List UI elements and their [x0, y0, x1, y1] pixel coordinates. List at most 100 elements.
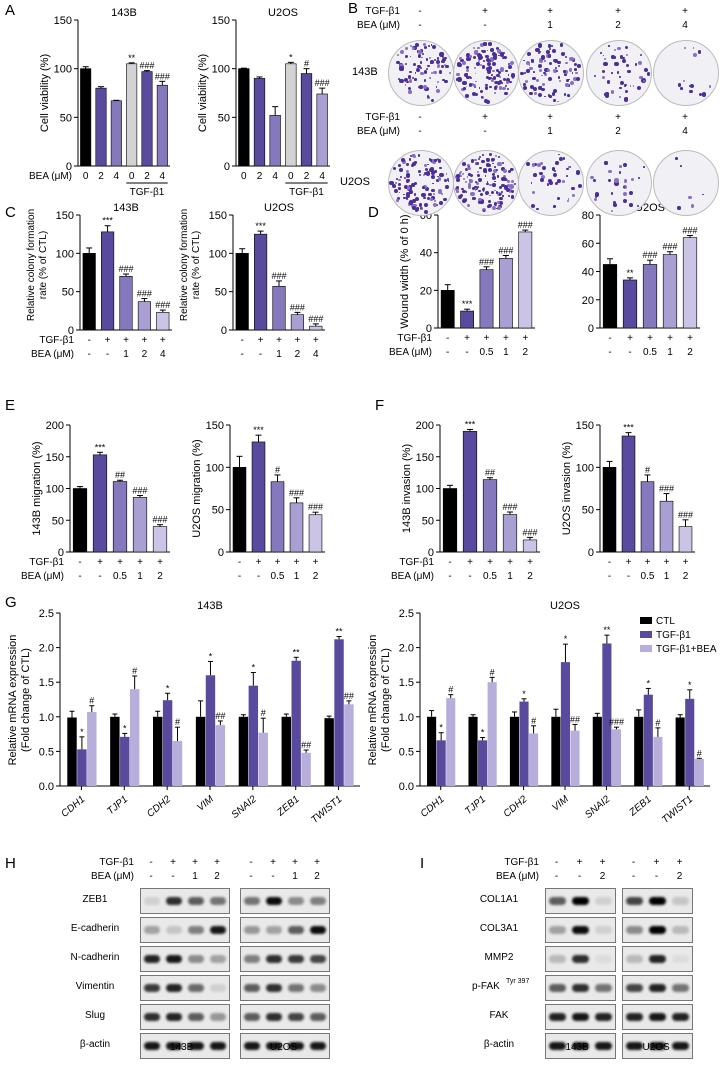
colony	[477, 186, 480, 189]
colony	[595, 193, 598, 196]
colony	[466, 69, 469, 73]
y-axis-label: Relative mRNA expression (Fold change of…	[7, 634, 32, 765]
x-condition-value: 1	[507, 571, 513, 582]
colony	[404, 62, 408, 66]
colony	[474, 85, 477, 88]
blot-strip	[545, 1033, 616, 1059]
x-row-label: BEA (μM)	[31, 349, 74, 360]
colony	[547, 94, 551, 98]
protein-band	[288, 897, 304, 905]
cell-line-label: U2OS	[270, 1042, 298, 1053]
colony	[419, 66, 423, 70]
colony	[465, 85, 468, 88]
bea-value: 2	[615, 126, 621, 137]
row-label-bea: BEA (μM)	[357, 20, 400, 31]
x-condition-value: 0	[288, 171, 294, 182]
colony	[459, 170, 462, 173]
colony	[494, 180, 496, 183]
significance-label: ##	[215, 711, 225, 721]
colony	[489, 57, 494, 62]
colony	[492, 69, 495, 72]
colony	[480, 96, 483, 99]
colony	[408, 200, 414, 205]
bar-tgf-bea	[258, 732, 268, 786]
x-tick-label: CDH2	[502, 794, 530, 820]
significance-label: ###	[609, 717, 624, 727]
colony	[439, 166, 442, 170]
protein-band	[549, 1013, 566, 1021]
colony	[483, 42, 487, 46]
colony	[624, 83, 627, 86]
colony	[493, 92, 496, 94]
bea-value: 2	[615, 20, 621, 31]
significance-label: ##	[485, 468, 495, 478]
colony	[629, 203, 633, 207]
x-condition-value: +	[667, 333, 673, 344]
protein-band	[244, 955, 260, 963]
legend-swatch	[640, 631, 652, 638]
protein-band	[549, 926, 566, 934]
bar	[152, 526, 168, 553]
protein-label: COL1A1	[479, 894, 519, 905]
x-condition-value: 4	[160, 171, 166, 182]
protein-band	[626, 955, 643, 963]
colony	[478, 197, 482, 202]
colony	[469, 179, 473, 184]
colony	[444, 79, 448, 84]
cell-line-label: U2OS	[642, 1042, 670, 1053]
colony	[533, 71, 535, 74]
colony	[638, 177, 640, 180]
colony	[623, 163, 628, 168]
colony	[474, 92, 479, 96]
colony	[538, 93, 543, 98]
colony	[475, 182, 479, 185]
bar-tgf-bea	[653, 736, 663, 786]
colony	[623, 191, 628, 196]
x-condition-value: -	[446, 347, 449, 358]
bar	[502, 514, 518, 553]
colony	[687, 195, 692, 200]
colony	[507, 170, 511, 174]
colony	[643, 166, 645, 168]
colony	[457, 77, 462, 82]
colony	[571, 186, 575, 191]
lane-bea: 2	[676, 871, 683, 882]
protein-band	[144, 926, 160, 934]
bar-tgf-	[291, 660, 301, 786]
bar	[442, 488, 458, 553]
colony	[404, 176, 407, 179]
x-tick-label: SNAI2	[230, 794, 260, 821]
culture-plate	[518, 40, 584, 106]
y-tick-label: 50	[215, 287, 227, 299]
x-tick-label: SNAI2	[583, 794, 613, 821]
protein-band	[310, 1013, 326, 1021]
colony	[416, 64, 421, 69]
x-condition-value: +	[484, 333, 490, 344]
bar	[622, 279, 638, 329]
colony	[432, 182, 435, 185]
colony	[486, 49, 489, 52]
significance-label: **	[603, 625, 611, 635]
colony	[512, 76, 514, 79]
colony	[507, 184, 511, 188]
colony	[442, 78, 445, 81]
colony	[447, 180, 450, 182]
colony	[553, 205, 556, 208]
colony	[625, 63, 629, 67]
significance-label: ***	[623, 423, 634, 433]
colony	[454, 187, 459, 191]
colony	[539, 177, 544, 182]
bar-ctl	[153, 716, 163, 786]
colony	[430, 98, 434, 102]
bar-tgf-	[334, 639, 344, 786]
colony	[526, 69, 530, 73]
colony	[536, 207, 539, 211]
colony	[443, 63, 446, 66]
x-condition-value: 0.5	[113, 571, 127, 582]
x-condition-value: 1	[276, 349, 282, 360]
colony	[563, 93, 567, 96]
x-condition-value: 0	[129, 171, 135, 182]
significance-label: ###	[502, 502, 517, 512]
